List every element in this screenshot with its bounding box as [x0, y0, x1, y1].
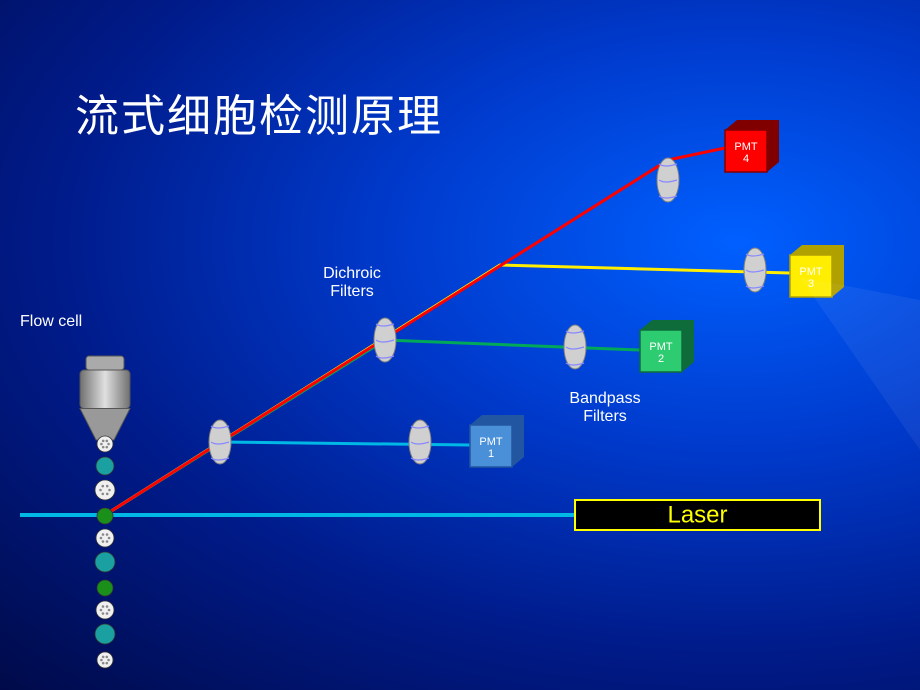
pmt-label: PMT [649, 341, 673, 353]
laser-box: Laser [575, 500, 820, 530]
pmt-label: PMT [734, 141, 758, 153]
pmt-label: PMT [479, 436, 503, 448]
bandpass-filter-3 [744, 248, 766, 292]
dichroic-filter-2 [374, 318, 396, 362]
pmt-label: 1 [488, 448, 494, 460]
laser-label: Laser [667, 501, 727, 528]
pmt-label: PMT [799, 266, 823, 278]
pmt-1: PMT1 [470, 415, 524, 467]
flow-cell-nozzle [80, 356, 130, 440]
dichroic-filter-1 [209, 420, 231, 464]
beam-2 [105, 340, 640, 515]
dichroic-filter-3 [657, 158, 679, 202]
pmt-label: 4 [743, 153, 749, 165]
bandpass-filter-1 [409, 420, 431, 464]
pmt-4: PMT4 [725, 120, 779, 172]
diagram-svg: PMT1PMT2PMT3PMT4Laser [0, 0, 920, 690]
cell-stream [95, 436, 115, 668]
pmt-2: PMT2 [640, 320, 694, 372]
pmt-label: 2 [658, 353, 664, 365]
slide-stage: 流式细胞检测原理 Flow cell DichroicFilters Bandp… [0, 0, 920, 690]
bandpass-filter-2 [564, 325, 586, 369]
light-cone [800, 277, 920, 450]
beam-3 [105, 265, 790, 515]
